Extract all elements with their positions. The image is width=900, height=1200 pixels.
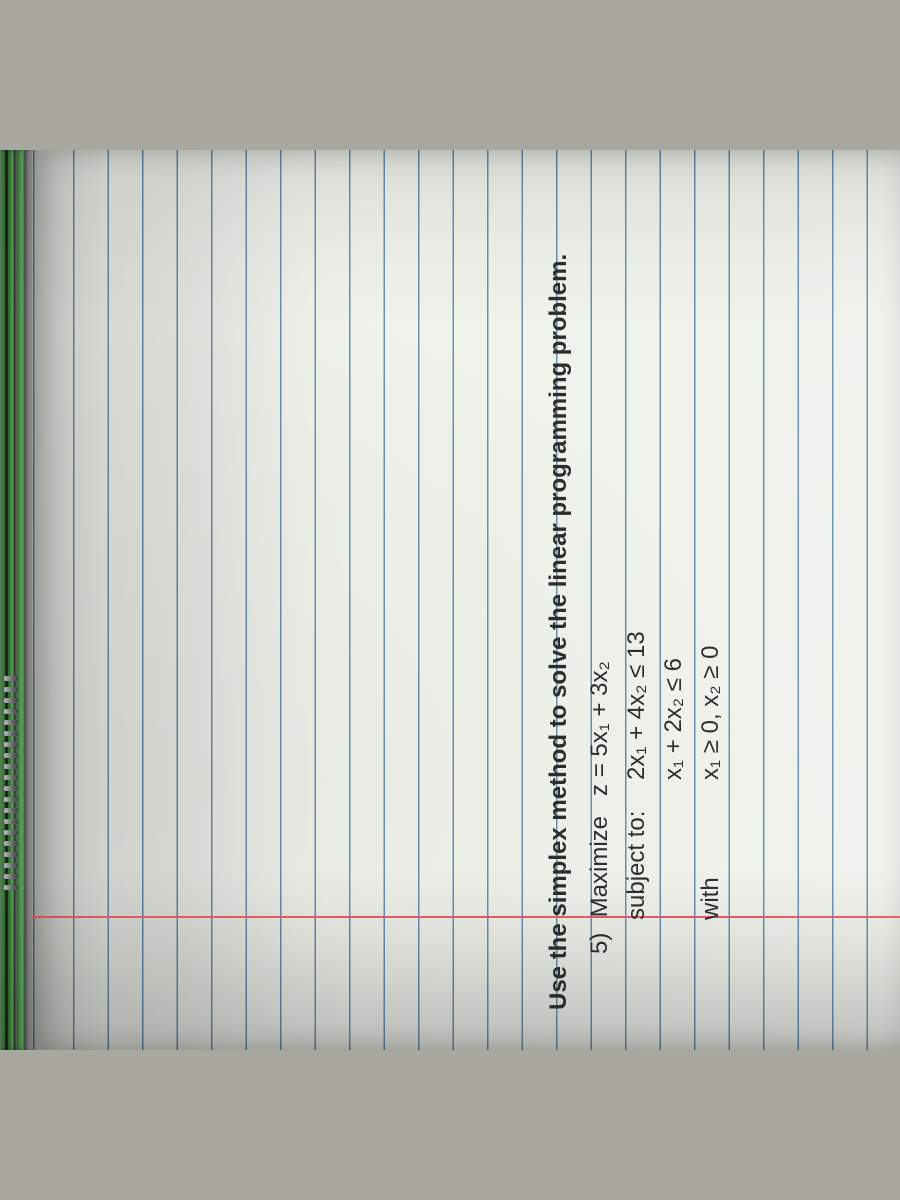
with-label: with — [692, 780, 729, 1010]
problem-block: Use the simplex method to solve the line… — [540, 210, 729, 1010]
margin-line — [32, 917, 900, 919]
notebook-binding — [0, 150, 32, 1050]
page: Use the simplex method to solve the line… — [0, 150, 900, 1050]
with-row: with x₁ ≥ 0, x₂ ≥ 0 — [692, 210, 729, 1010]
subject-to-label: subject to: — [618, 780, 655, 1010]
rotated-scene: Use the simplex method to solve the line… — [0, 150, 900, 1050]
constraint-2: x₁ + 2x₂ ≤ 6 — [655, 210, 692, 780]
constraint-1: 2x₁ + 4x₂ ≤ 13 — [618, 210, 655, 780]
nonnegativity: x₁ ≥ 0, x₂ ≥ 0 — [692, 210, 729, 780]
lined-paper — [32, 150, 900, 1050]
maximize-label: Maximize — [586, 816, 613, 917]
constraint-row-2: x₁ + 2x₂ ≤ 6 — [655, 210, 692, 1010]
objective-row: 5) Maximize z = 5x₁ + 3x₂ — [581, 210, 618, 1010]
constraint-row-1: subject to: 2x₁ + 4x₂ ≤ 13 — [618, 210, 655, 1010]
blank-label — [655, 780, 692, 1010]
question-number: 5) — [581, 924, 618, 954]
objective-expression: z = 5x₁ + 3x₂ — [586, 661, 613, 796]
spiral-coils — [4, 676, 18, 890]
instruction-text: Use the simplex method to solve the line… — [540, 210, 577, 1010]
